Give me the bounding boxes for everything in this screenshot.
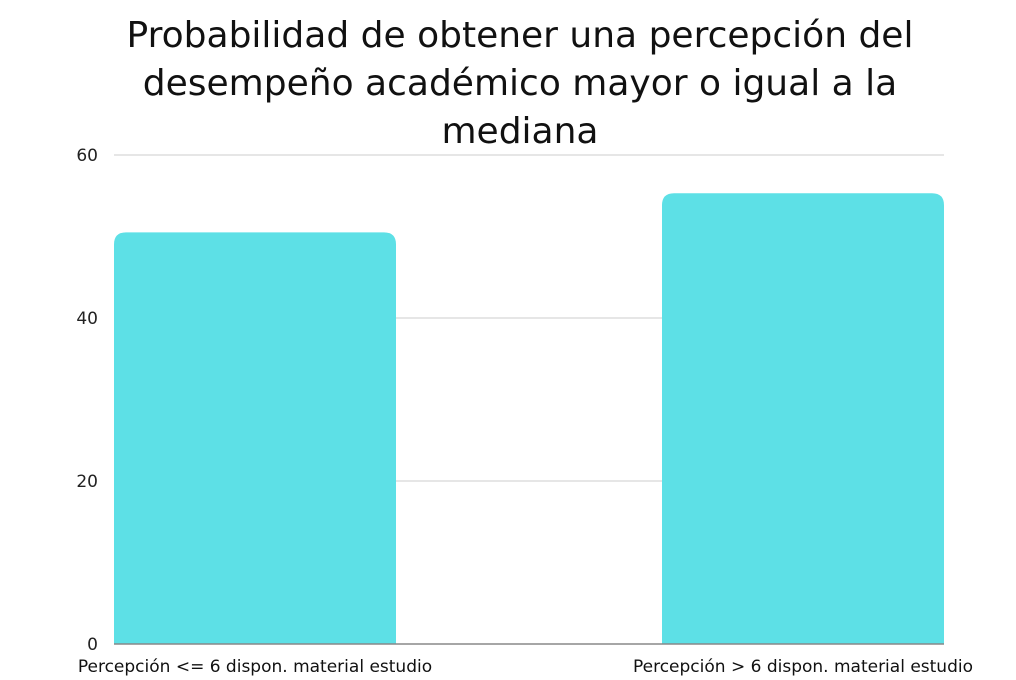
bar-1: [114, 232, 396, 645]
chart-title: Probabilidad de obtener una percepción d…: [126, 15, 914, 152]
bars: [114, 193, 944, 645]
bar-2: [662, 193, 944, 644]
y-tick-label: 40: [76, 309, 98, 329]
y-tick-label: 20: [76, 472, 98, 492]
labels: 0 20 40 60 Percepción <= 6 dispon. material …: [76, 146, 973, 677]
x-category-label: Percepción <= 6 dispon. material estudio: [78, 657, 432, 677]
y-tick-label: 0: [87, 635, 98, 655]
x-category-label: Percepción > 6 dispon. material estudio: [633, 657, 973, 677]
y-tick-label: 60: [76, 146, 98, 166]
